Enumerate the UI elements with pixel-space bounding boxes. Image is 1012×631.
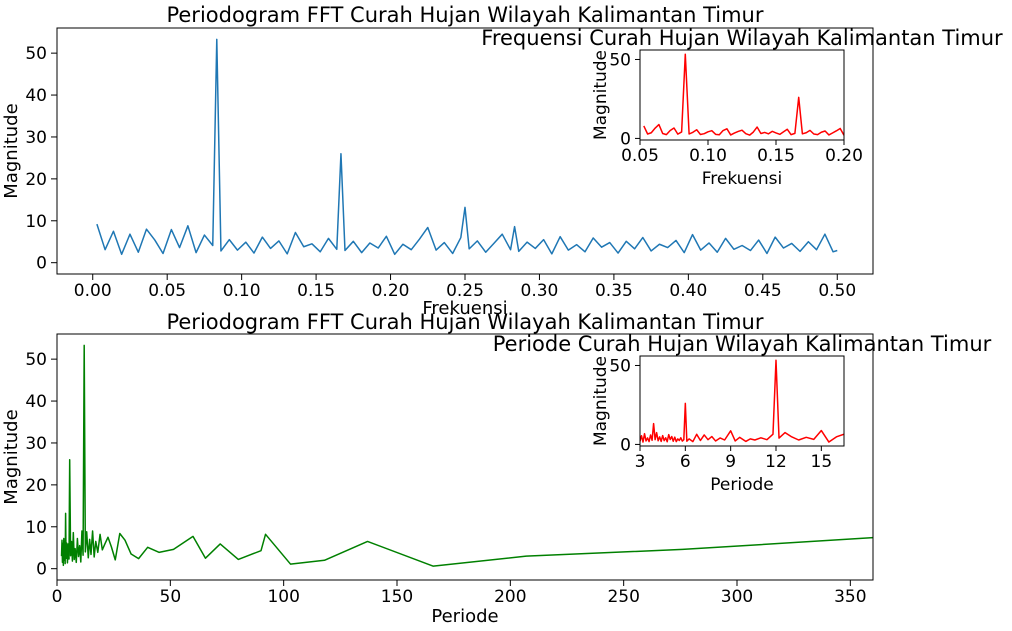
y-axis-label: Magnitude xyxy=(1,409,22,504)
series-line xyxy=(643,53,844,136)
x-tick-label: 0.10 xyxy=(689,146,727,166)
x-tick-label: 0.50 xyxy=(818,281,856,301)
x-axis-label: Frekuensi xyxy=(702,169,783,189)
x-axis-label: Periode xyxy=(710,475,773,495)
y-tick-label: 40 xyxy=(25,392,47,412)
x-tick-label: 0.20 xyxy=(372,281,410,301)
x-tick-label: 0.35 xyxy=(595,281,633,301)
x-tick-label: 0.45 xyxy=(744,281,782,301)
x-tick-label: 200 xyxy=(494,587,526,607)
chart-title: Periodogram FFT Curah Hujan Wilayah Kali… xyxy=(166,3,763,27)
y-axis-label: Magnitude xyxy=(591,356,611,446)
plot-area xyxy=(640,50,844,140)
y-tick-label: 20 xyxy=(25,476,47,496)
x-tick-label: 3 xyxy=(635,452,646,472)
y-tick-label: 40 xyxy=(25,86,47,106)
x-tick-label: 0.10 xyxy=(223,281,261,301)
x-axis-label: Frekuensi xyxy=(422,298,507,319)
x-tick-label: 0.15 xyxy=(757,146,795,166)
x-tick-label: 0 xyxy=(52,587,63,607)
y-tick-label: 0 xyxy=(36,560,47,580)
y-tick-label: 0 xyxy=(36,254,47,274)
y-axis-label: Magnitude xyxy=(591,50,611,140)
y-tick-label: 30 xyxy=(25,128,47,148)
y-tick-label: 50 xyxy=(609,50,631,70)
series-line xyxy=(60,344,873,567)
y-tick-label: 20 xyxy=(25,170,47,190)
x-tick-label: 0.05 xyxy=(148,281,186,301)
x-tick-label: 6 xyxy=(680,452,691,472)
y-tick-label: 50 xyxy=(609,356,631,376)
x-tick-label: 0.05 xyxy=(621,146,659,166)
x-tick-label: 12 xyxy=(765,452,787,472)
x-tick-label: 300 xyxy=(721,587,753,607)
x-tick-label: 150 xyxy=(381,587,413,607)
x-tick-label: 0.25 xyxy=(446,281,484,301)
axes-frame xyxy=(56,333,874,581)
y-tick-label: 50 xyxy=(25,350,47,370)
y-tick-label: 50 xyxy=(25,44,47,64)
plot-area xyxy=(640,356,844,446)
axes-frame xyxy=(639,49,845,141)
axes-frame xyxy=(639,355,845,447)
x-tick-label: 15 xyxy=(811,452,833,472)
series-line xyxy=(96,38,838,256)
chart-title: Frequensi Curah Hujan Wilayah Kalimantan… xyxy=(481,26,1003,50)
x-tick-label: 50 xyxy=(160,587,182,607)
freq-inset-chart: 0.05 0.10 0.15 0.20 0 50 Frekuensi MagnitudeFre… xyxy=(481,26,1003,189)
x-tick-label: 0.15 xyxy=(297,281,335,301)
x-tick-label: 0.20 xyxy=(825,146,863,166)
x-axis-label: Periode xyxy=(431,606,498,627)
y-tick-label: 10 xyxy=(25,212,47,232)
x-tick-label: 9 xyxy=(725,452,736,472)
x-tick-label: 0.30 xyxy=(521,281,559,301)
y-tick-label: 30 xyxy=(25,434,47,454)
chart-title: Periodogram FFT Curah Hujan Wilayah Kali… xyxy=(166,310,763,334)
x-tick-label: 250 xyxy=(607,587,639,607)
y-tick-label: 0 xyxy=(620,129,631,149)
x-tick-label: 0.40 xyxy=(669,281,707,301)
y-axis-label: Magnitude xyxy=(1,103,22,198)
x-tick-label: 350 xyxy=(834,587,866,607)
y-tick-label: 10 xyxy=(25,518,47,538)
chart-title: Periode Curah Hujan Wilayah Kalimantan T… xyxy=(493,332,992,356)
series-line xyxy=(640,359,844,443)
x-tick-label: 0.00 xyxy=(74,281,112,301)
y-tick-label: 0 xyxy=(620,435,631,455)
x-tick-label: 100 xyxy=(267,587,299,607)
